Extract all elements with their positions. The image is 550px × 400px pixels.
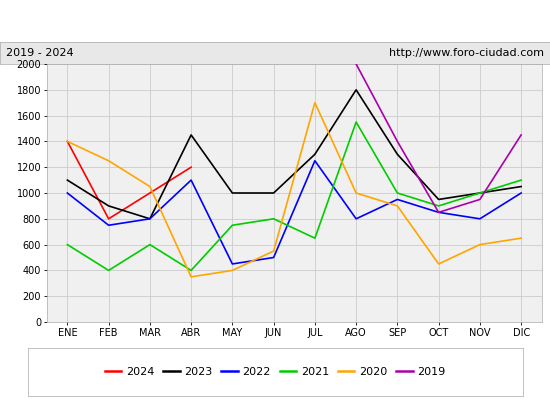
Text: Evolucion Nº Turistas Nacionales en el municipio de Encinasola: Evolucion Nº Turistas Nacionales en el m… <box>65 14 485 28</box>
Legend: 2024, 2023, 2022, 2021, 2020, 2019: 2024, 2023, 2022, 2021, 2020, 2019 <box>100 362 450 382</box>
Text: 2019 - 2024: 2019 - 2024 <box>6 48 73 58</box>
Text: http://www.foro-ciudad.com: http://www.foro-ciudad.com <box>389 48 544 58</box>
